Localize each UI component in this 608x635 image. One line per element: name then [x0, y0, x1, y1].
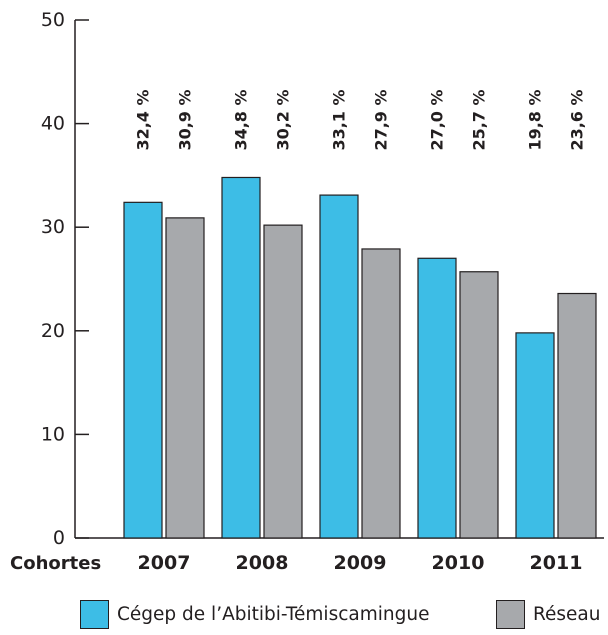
data-label: 30,9 %	[176, 89, 195, 150]
bar	[221, 176, 261, 539]
x-tick-label: 2008	[236, 552, 289, 574]
data-label: 25,7 %	[470, 89, 489, 150]
x-tick-label: 2009	[334, 552, 387, 574]
bar	[165, 217, 205, 539]
y-tick-label: 0	[53, 527, 65, 549]
legend-swatch-reseau	[496, 599, 525, 629]
y-tick-label: 20	[41, 320, 65, 342]
bar	[557, 292, 597, 539]
legend-label-cegep: Cégep de l’Abitibi-Témiscamingue	[117, 603, 430, 625]
data-label: 23,6 %	[568, 89, 587, 150]
bar	[459, 271, 499, 539]
legend: Cégep de l’Abitibi-Témiscamingue Réseau	[0, 596, 608, 632]
bar	[319, 194, 359, 539]
data-label: 33,1 %	[330, 89, 349, 150]
legend-item-reseau: Réseau	[496, 596, 601, 632]
bar-chart: 0 10 20 30 40 50 Cohortes 32,4 % 34,8 % 33,1 % 27,…	[10, 9, 604, 574]
data-label: 27,9 %	[372, 89, 391, 150]
bar	[361, 248, 401, 539]
data-label: 27,0 %	[428, 89, 447, 150]
x-axis-title: Cohortes	[10, 553, 101, 574]
x-tick-label: 2011	[530, 552, 583, 574]
legend-item-cegep: Cégep de l’Abitibi-Témiscamingue	[80, 596, 429, 632]
bar	[123, 201, 163, 539]
x-tick-label: 2010	[432, 552, 485, 574]
y-tick-label: 40	[41, 113, 65, 135]
data-label: 32,4 %	[134, 89, 153, 150]
data-label: 19,8 %	[526, 89, 545, 150]
legend-swatch-cegep	[80, 599, 109, 629]
data-label: 34,8 %	[232, 89, 251, 150]
data-label: 30,2 %	[274, 89, 293, 150]
legend-label-reseau: Réseau	[533, 603, 601, 625]
y-tick-label: 50	[41, 9, 65, 31]
bar	[515, 332, 555, 539]
y-tick-label: 10	[41, 423, 65, 445]
x-tick-label: 2007	[138, 552, 191, 574]
y-tick-label: 30	[41, 216, 65, 238]
bar	[263, 224, 303, 539]
bar	[417, 257, 457, 539]
